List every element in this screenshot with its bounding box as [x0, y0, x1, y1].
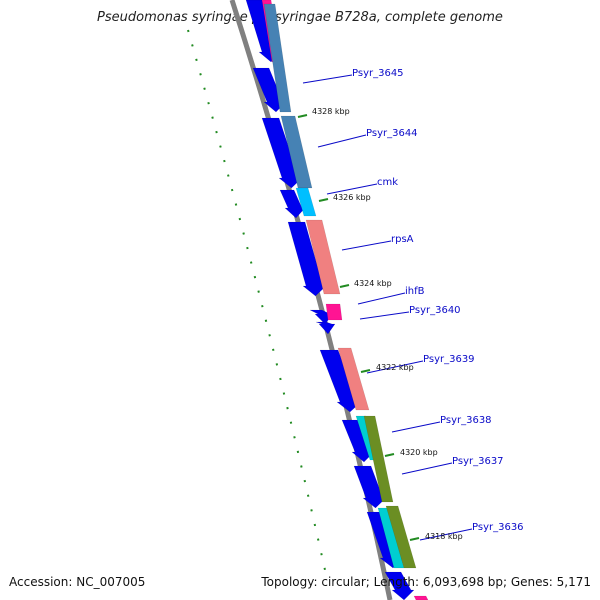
gene-label: Psyr_3645 [352, 68, 404, 79]
cds-arrow [287, 221, 327, 297]
tick-mark [409, 537, 420, 541]
gene-label: Psyr_3637 [452, 456, 504, 467]
cds-arrow [261, 117, 303, 189]
gene-label: rpsA [391, 234, 414, 245]
gene-connector-line [359, 311, 410, 320]
tick-label: 4324 kbp [354, 279, 392, 288]
cog-strip [413, 595, 429, 600]
gene-connector-line [366, 360, 424, 374]
cog-strip [280, 115, 313, 189]
cog-strip [305, 219, 341, 295]
gene-connector-line [317, 134, 367, 148]
topology-text: Topology: circular; Length: 6,093,698 bp… [261, 575, 591, 589]
map-title: Pseudomonas syringae pv. syringae B728a,… [97, 10, 503, 25]
cog-strip [363, 415, 394, 503]
gene-connector-line [326, 183, 378, 195]
gc-content-track [187, 29, 326, 571]
gene-connector-line [419, 528, 473, 541]
tick-mark [297, 114, 308, 118]
cog-strip [295, 187, 317, 217]
tick-label: 4326 kbp [333, 193, 371, 202]
gene-label: Psyr_3639 [423, 354, 475, 365]
feature-group [245, 0, 429, 600]
gene-connector-line [357, 292, 406, 305]
tick-label: 4328 kbp [312, 107, 350, 116]
tick-label: 4322 kbp [376, 363, 414, 372]
tick-label: 4318 kbp [425, 532, 463, 541]
gene-label: Psyr_3636 [472, 522, 524, 533]
cds-arrow [353, 465, 387, 509]
cds-arrow [384, 571, 415, 600]
accession-text: Accession: NC_007005 [9, 575, 146, 589]
cds-arrow [315, 321, 336, 335]
gene-connector-line [401, 462, 453, 475]
gene-label: Psyr_3638 [440, 415, 492, 426]
tick-mark [384, 453, 395, 457]
gene-label: Psyr_3644 [366, 128, 418, 139]
gene-label: Psyr_3640 [409, 305, 461, 316]
gene-label: ihfB [405, 286, 425, 297]
cds-arrow [279, 189, 306, 219]
tick-label: 4320 kbp [400, 448, 438, 457]
gene-connector-line [341, 240, 392, 251]
tick-mark [360, 369, 371, 373]
cog-strip [385, 505, 417, 569]
cog-strip [263, 3, 292, 113]
tick-group: 4328 kbp 4326 kbp 4324 kbp 4322 kbp 4320 kbp… [297, 107, 463, 541]
tick-mark [318, 198, 329, 202]
cog-strip [337, 347, 370, 411]
gene-label: cmk [377, 177, 398, 188]
gene-connector-line [302, 74, 353, 84]
cog-strip [325, 303, 343, 321]
gene-connector-line [391, 421, 441, 433]
tick-mark [339, 284, 350, 288]
